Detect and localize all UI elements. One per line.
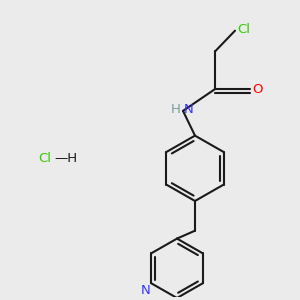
- Text: Cl: Cl: [38, 152, 51, 165]
- Text: —H: —H: [54, 152, 77, 165]
- Text: O: O: [252, 82, 262, 96]
- Text: Cl: Cl: [237, 23, 250, 36]
- Text: N: N: [184, 103, 194, 116]
- Text: H: H: [171, 103, 181, 116]
- Text: N: N: [140, 284, 150, 297]
